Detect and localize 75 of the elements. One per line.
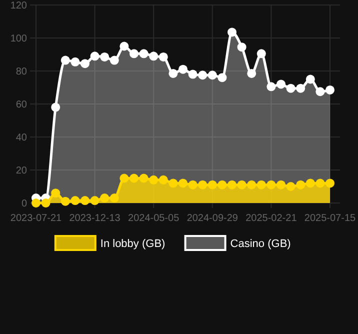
point xyxy=(100,194,110,203)
point xyxy=(178,64,188,74)
point xyxy=(139,49,148,58)
y-tick-label: 60 xyxy=(16,100,28,110)
point xyxy=(120,42,129,51)
point xyxy=(188,180,198,190)
point xyxy=(120,174,129,183)
y-tick-label: 0 xyxy=(21,198,28,210)
point xyxy=(80,196,90,206)
point xyxy=(188,70,198,79)
point xyxy=(32,198,40,208)
point xyxy=(168,68,178,78)
point xyxy=(158,175,168,184)
point xyxy=(130,49,138,58)
point xyxy=(218,73,227,82)
point xyxy=(100,52,110,62)
point xyxy=(316,87,325,96)
point xyxy=(198,70,208,80)
point xyxy=(266,82,276,92)
point xyxy=(276,180,286,190)
point xyxy=(286,84,296,93)
point xyxy=(178,178,188,188)
point xyxy=(218,180,227,190)
point xyxy=(208,70,217,80)
y-tick-label: 120 xyxy=(10,0,28,12)
point xyxy=(228,28,236,37)
y-tick-label: 40 xyxy=(16,132,28,144)
legend-label: In lobby (GB) xyxy=(100,238,166,250)
point xyxy=(110,56,119,65)
x-tick-label: 2024-05-05 xyxy=(128,213,180,224)
point xyxy=(90,196,100,206)
point xyxy=(306,178,315,188)
legend-label: Casino (GB) xyxy=(230,238,291,250)
point xyxy=(149,175,158,184)
point xyxy=(286,182,296,191)
point xyxy=(110,194,119,203)
x-tick-label: 2023-12-13 xyxy=(69,213,121,224)
point xyxy=(130,174,138,183)
point xyxy=(237,180,246,190)
point xyxy=(149,52,158,61)
point xyxy=(70,57,80,66)
point xyxy=(237,42,246,52)
point xyxy=(296,180,306,190)
x-tick-label: 2025-07-15 xyxy=(304,213,356,224)
x-tick-label: 2023-07-21 xyxy=(10,213,62,224)
point xyxy=(326,85,334,94)
point xyxy=(316,178,325,188)
point xyxy=(208,180,217,190)
point xyxy=(228,180,236,190)
point xyxy=(256,180,266,190)
point xyxy=(198,180,208,190)
point xyxy=(60,196,70,206)
point xyxy=(276,80,286,89)
point xyxy=(266,180,276,190)
point xyxy=(326,178,334,188)
y-tick-label: 100 xyxy=(10,34,28,44)
y-tick-label: 20 xyxy=(16,166,28,176)
point xyxy=(60,56,70,65)
point xyxy=(51,188,60,198)
point xyxy=(158,52,168,62)
x-tick-label: 2024-09-29 xyxy=(186,213,238,224)
point xyxy=(247,68,256,78)
point xyxy=(41,198,50,208)
point xyxy=(51,102,60,112)
point xyxy=(70,196,80,206)
y-tick-label: 80 xyxy=(16,66,28,78)
point xyxy=(306,74,315,84)
point xyxy=(139,174,148,183)
point xyxy=(296,84,306,93)
point xyxy=(247,180,256,190)
point xyxy=(80,59,90,68)
point xyxy=(168,178,178,188)
point xyxy=(90,52,100,61)
x-tick-label: 2025-02-21 xyxy=(246,213,298,224)
point xyxy=(256,49,266,58)
